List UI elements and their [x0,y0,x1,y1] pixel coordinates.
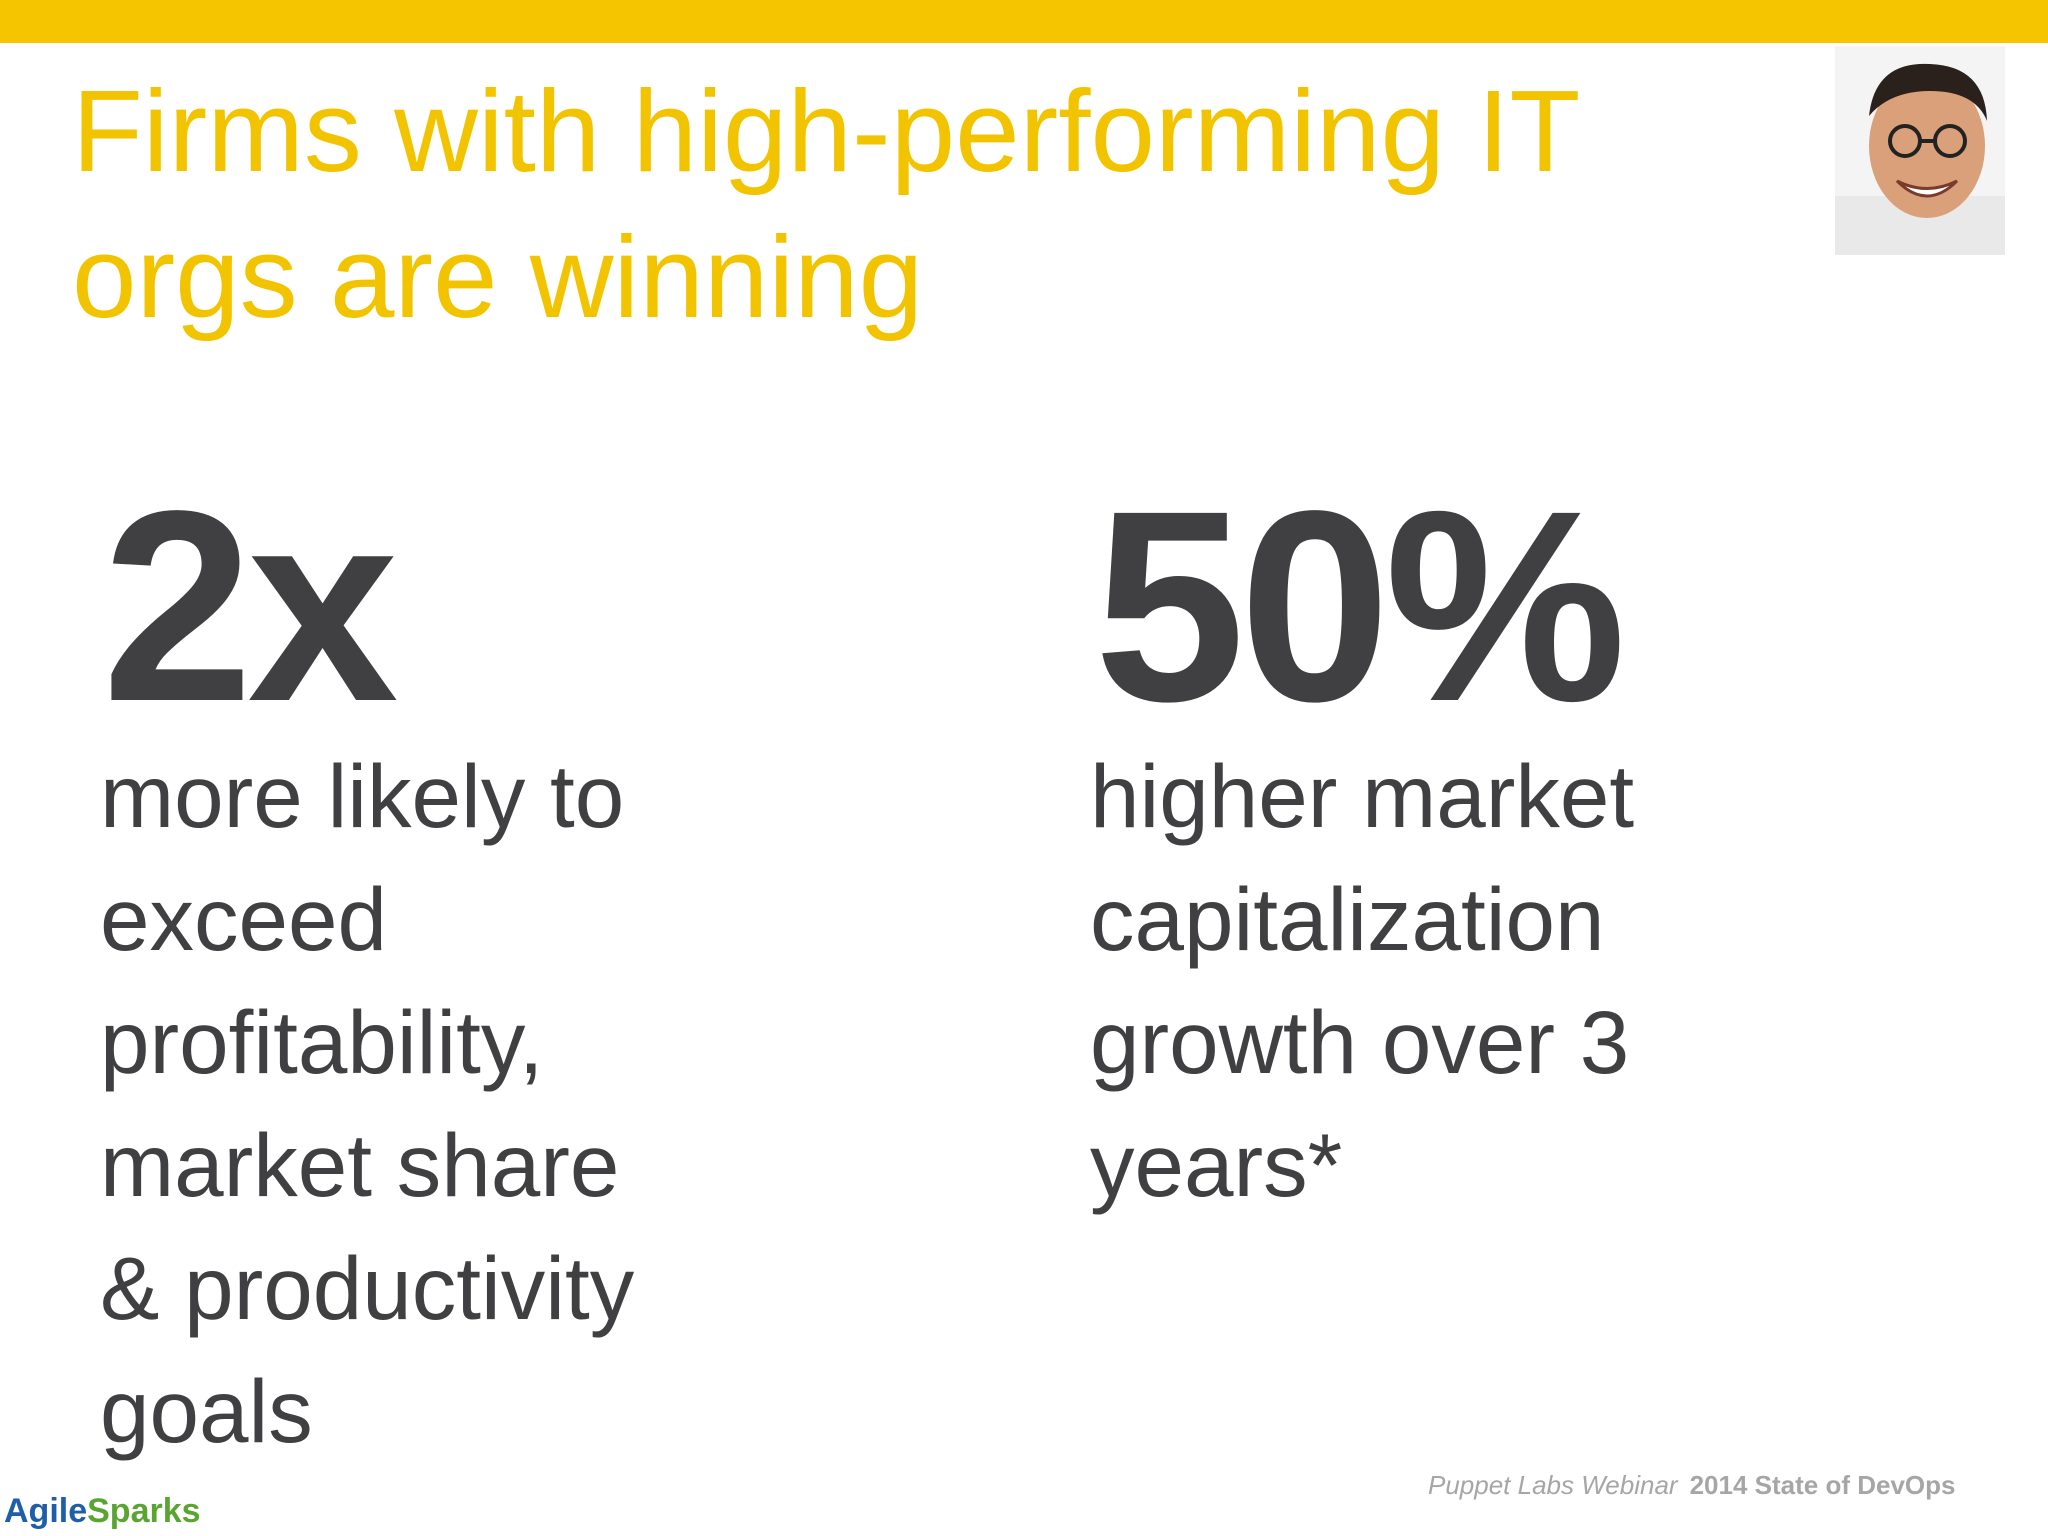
description-line: more likely to [100,746,625,846]
logo: AgileSparks [4,1492,201,1531]
source: Puppet Labs Webinar [1428,1470,1678,1500]
description-line: higher market [1090,746,1635,846]
stat-figure: 2x [102,454,399,758]
footer: Puppet Labs Webinar 2014 State of DevOps [1428,1470,1955,1501]
description-line: exceed [100,869,387,969]
description-line: goals [100,1361,313,1461]
title-line: Firms with high-performing IT [72,66,1581,196]
logo-text: Agile [4,1492,88,1530]
description-line: years* [1090,1115,1343,1215]
description-line: capitalization [1090,869,1605,969]
description-line: profitability, [100,992,544,1092]
logo-text: Sparks [87,1492,201,1530]
slide-title: Firms with high-performing IT orgs are wi… [72,58,1580,350]
description-line: growth over 3 [1090,992,1630,1092]
stat-figure: 50% [1094,454,1626,758]
description-line: & productivity [100,1238,635,1338]
report: 2014 State of DevOps [1689,1470,1956,1500]
stat-description: higher market capitalization growth over 3… [1090,735,1634,1227]
title-line: orgs are winning [72,212,924,342]
stat-description: more likely to exceed profitability, market… [100,735,634,1473]
speaker-photo [1835,46,2005,255]
description-line: market share [100,1115,620,1215]
top-bar [0,0,2048,43]
